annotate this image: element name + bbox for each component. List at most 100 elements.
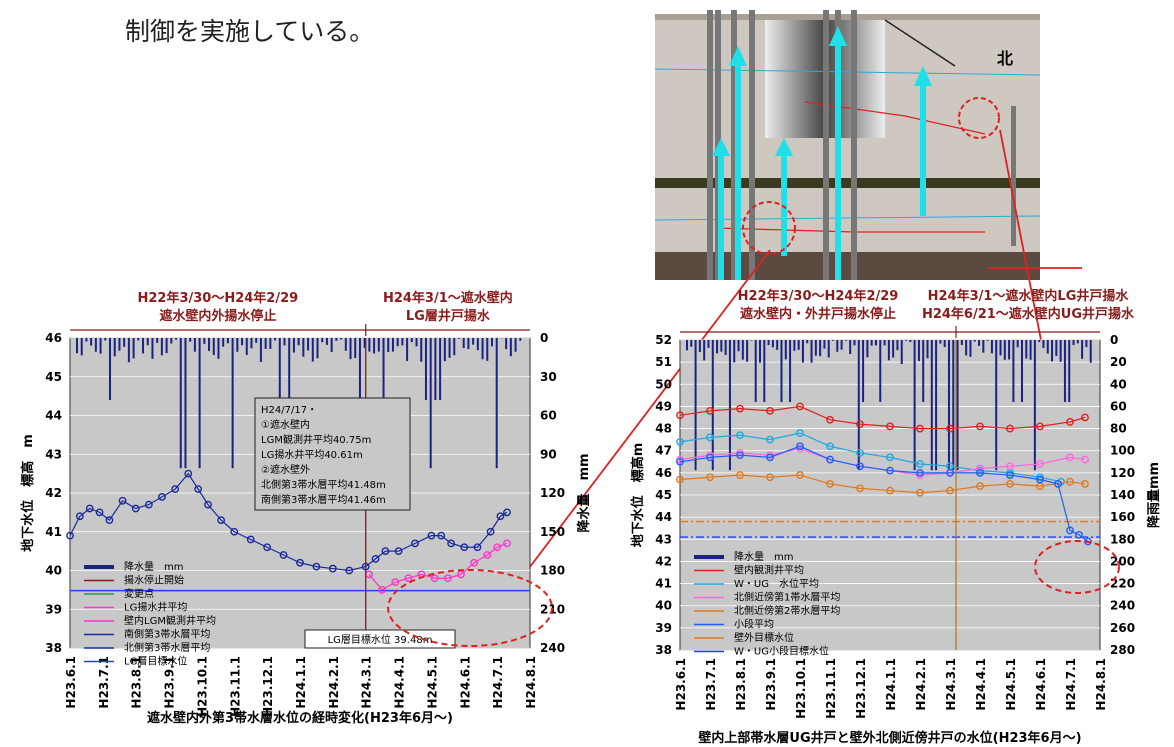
rain-bar	[429, 338, 432, 469]
legend-entry: 揚水停止開始	[124, 574, 184, 587]
y-tick-label: 48	[655, 422, 672, 436]
rain-bar	[896, 340, 899, 351]
x-tick-label: H23.11.1	[824, 658, 838, 719]
series-point	[66, 531, 74, 540]
pump-arrows	[712, 26, 932, 280]
rain-bar	[836, 340, 839, 352]
legend-entry: 小段平均	[734, 618, 774, 631]
rain-bar	[486, 338, 489, 361]
cross-section-diagram: 南 北	[655, 10, 1040, 280]
rain-bar	[203, 338, 206, 344]
rain-bar	[236, 338, 239, 352]
rain-bar	[226, 338, 229, 344]
rain-bar	[1025, 340, 1028, 359]
rain-bar	[255, 338, 258, 343]
y2-tick-label: 220	[1110, 577, 1135, 591]
rain-bar	[373, 338, 376, 354]
series-point	[460, 543, 469, 552]
rain-bar	[297, 338, 300, 346]
rain-bar	[245, 338, 248, 355]
chart-left-text: H22年3/30～H24年2/29 遮水壁内外揚水停止 H24年3/1～遮水壁内 LG…	[20, 290, 592, 726]
target-label-box	[304, 629, 456, 649]
series-point	[328, 564, 337, 573]
rain-bar	[335, 338, 338, 341]
rain-bar	[137, 338, 140, 341]
ground-surface	[655, 14, 1040, 20]
rain-bar	[1008, 340, 1011, 360]
rain-bar	[325, 338, 328, 345]
x-tick-label: H24.7.1	[491, 656, 505, 709]
rain-bar	[776, 340, 779, 350]
rain-bar	[947, 340, 950, 471]
series-point	[856, 462, 864, 471]
rain-bar	[222, 338, 225, 347]
intro-text: 制御を実施している。	[125, 17, 375, 46]
rain-bar	[453, 338, 456, 356]
series-point	[916, 468, 924, 477]
series-point	[404, 574, 413, 583]
series-point	[766, 473, 774, 482]
rain-bar	[363, 338, 366, 349]
y-tick-label: 39	[45, 602, 62, 616]
series-point	[1036, 475, 1044, 484]
rain-bar	[344, 338, 347, 351]
series-point	[194, 485, 203, 494]
rain-bar	[198, 338, 201, 469]
rain-bar	[900, 340, 903, 365]
rain-bar	[448, 338, 451, 358]
rain-bar	[1059, 340, 1062, 362]
x-tick-label: H23.7.1	[704, 658, 718, 711]
rain-bar	[1055, 340, 1058, 356]
rain-bar	[1051, 340, 1054, 362]
x-tick-label: H23.7.1	[97, 656, 111, 709]
rain-bar	[170, 338, 173, 344]
highlight-ellipse	[387, 569, 553, 647]
rain-bar	[104, 338, 107, 341]
series-point	[886, 466, 894, 475]
series-point	[427, 531, 436, 540]
x-tick-label: H23.6.1	[674, 658, 688, 711]
y-axis-label: 地下水位 標高 m	[20, 434, 36, 552]
x-tick-label: H23.10.1	[794, 658, 808, 719]
series-point	[437, 531, 446, 540]
north-label: 北	[997, 49, 1013, 68]
series-point	[796, 429, 804, 437]
series-point	[230, 527, 239, 536]
rain-bar	[288, 338, 291, 400]
rain-bar	[76, 338, 78, 354]
y2-tick-label: 240	[1110, 599, 1135, 613]
rain-bar	[1068, 340, 1071, 402]
rain-bar	[401, 338, 404, 346]
x-tick-label: H24.3.1	[944, 658, 958, 711]
rain-bar	[840, 340, 843, 350]
y-tick-label: 44	[45, 409, 62, 423]
y2-tick-label: 140	[1110, 488, 1135, 502]
x-tick-label: H24.3.1	[360, 656, 374, 709]
x-tick-label: H23.6.1	[64, 656, 78, 709]
rain-bar	[113, 338, 116, 357]
rain-bar	[759, 340, 762, 363]
rain-bar	[801, 340, 804, 363]
rain-bar	[905, 340, 908, 341]
rain-bar	[823, 340, 826, 349]
rain-bar	[519, 338, 522, 341]
rain-bar	[330, 338, 333, 352]
series-point	[706, 406, 714, 415]
y2-axis-label: 降雨量mm	[1146, 462, 1162, 528]
rain-bar	[208, 338, 211, 351]
rain-bar	[80, 338, 83, 356]
rain-bar	[746, 340, 749, 362]
rain-bar	[123, 338, 126, 347]
x-tick-label: H24.6.1	[458, 656, 472, 709]
series-point	[503, 539, 511, 548]
rain-bar	[844, 340, 847, 341]
y-tick-label: 51	[655, 355, 672, 369]
chart-right-lines	[676, 340, 1100, 650]
rain-bar	[978, 340, 981, 346]
rain-bar	[720, 340, 723, 352]
y-tick-label: 47	[655, 444, 672, 458]
series-point	[1081, 455, 1089, 464]
series-line	[679, 445, 1089, 542]
